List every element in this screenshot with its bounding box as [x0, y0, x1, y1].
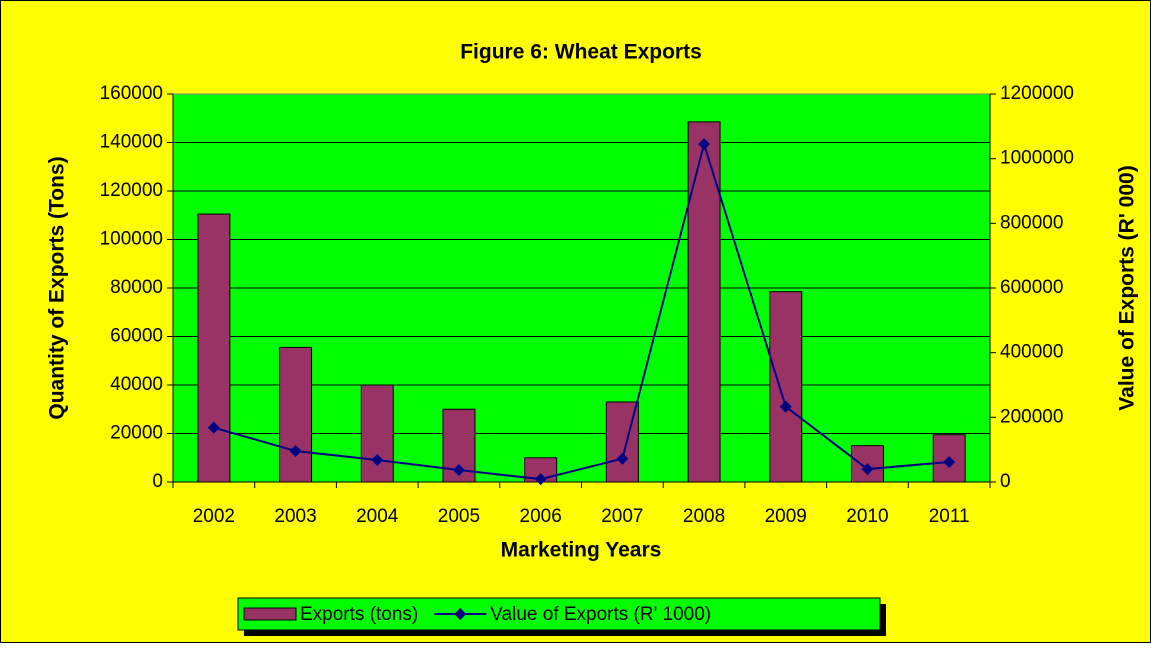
y-tick-label: 60000 [110, 326, 163, 347]
marker [698, 138, 711, 151]
y2-tick-label: 1200000 [1000, 83, 1074, 104]
y-tick-label: 40000 [110, 374, 163, 395]
bar [279, 346, 313, 483]
x-tick-label: 2006 [520, 506, 562, 527]
y-tick-label: 120000 [100, 180, 163, 201]
bar [850, 445, 884, 483]
x-tick-label: 2005 [438, 506, 480, 527]
x-tick-label: 2002 [193, 506, 235, 527]
y-tick-label: 0 [152, 471, 163, 492]
marker [207, 421, 220, 434]
x-tick-label: 2008 [683, 506, 725, 527]
marker [452, 464, 465, 477]
marker [861, 463, 874, 476]
x-tick-label: 2007 [601, 506, 643, 527]
marker [289, 444, 302, 457]
x-tick-label: 2011 [929, 506, 970, 527]
x-tick-label: 2004 [356, 506, 399, 527]
bar [687, 121, 721, 483]
x-tick-label: 2009 [765, 506, 807, 527]
y2-axis-title: Value of Exports (R' 000) [1116, 165, 1139, 410]
chart-title: Figure 6: Wheat Exports [460, 41, 702, 64]
y-tick-label: 80000 [110, 277, 163, 298]
marker [943, 455, 956, 468]
legend [237, 597, 881, 631]
legend-swatch [243, 607, 297, 621]
x-tick-label: 2003 [274, 506, 316, 527]
marker [616, 452, 629, 465]
marker [534, 473, 547, 486]
y2-tick-label: 0 [1000, 471, 1011, 492]
legend-label: Exports (tons) [300, 604, 418, 625]
y-tick-label: 20000 [110, 423, 163, 444]
legend-label: Value of Exports (R' 1000) [490, 604, 711, 625]
x-tick-label: 2010 [846, 506, 888, 527]
y-axis-title: Quantity of Exports (Tons) [46, 156, 69, 419]
y2-tick-label: 800000 [1000, 212, 1063, 233]
y2-tick-label: 1000000 [1000, 148, 1074, 169]
legend-marker [454, 608, 467, 620]
marker [779, 400, 792, 413]
marker [371, 454, 384, 467]
line [213, 140, 950, 481]
x-axis-title: Marketing Years [501, 539, 662, 562]
bar [769, 291, 803, 483]
bar [197, 213, 231, 483]
y2-tick-label: 400000 [1000, 342, 1063, 363]
y-tick-label: 160000 [100, 83, 163, 104]
y2-tick-label: 600000 [1000, 277, 1063, 298]
y-tick-label: 100000 [100, 229, 163, 250]
y-tick-label: 140000 [100, 132, 163, 153]
bar [360, 384, 394, 483]
y2-tick-label: 200000 [1000, 406, 1063, 427]
